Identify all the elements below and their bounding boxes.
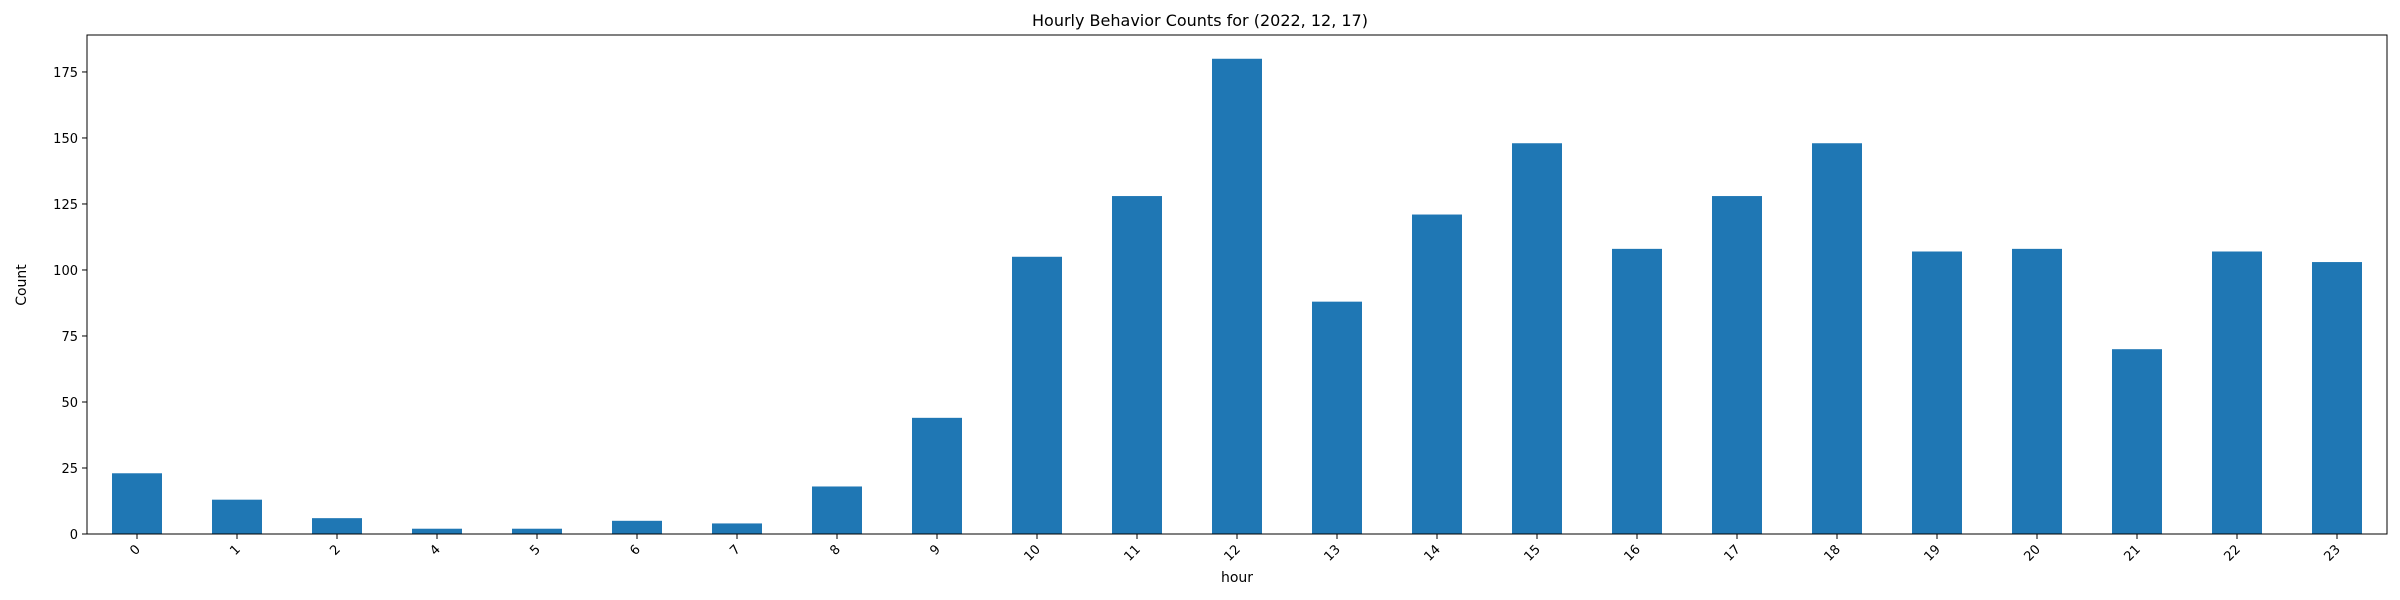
bar-hour-21 <box>2112 349 2162 534</box>
bar-hour-16 <box>1612 248 1662 535</box>
x-tick-label: 15 <box>1522 542 1544 564</box>
bar-hour-9 <box>912 417 962 534</box>
x-tick-label: 11 <box>1122 542 1144 564</box>
bar-hour-13 <box>1312 301 1362 534</box>
x-tick-label: 23 <box>2322 542 2344 564</box>
y-tick-label: 50 <box>61 396 78 411</box>
bar-hour-20 <box>2012 248 2062 535</box>
y-axis-ticks: 0 25 50 75 100 125 150 175 <box>53 66 87 543</box>
bar-hour-8 <box>812 486 862 534</box>
x-tick-label: 19 <box>1922 542 1944 564</box>
bar-hour-15 <box>1512 143 1562 534</box>
x-tick-label: 6 <box>627 542 643 558</box>
bar-hour-11 <box>1112 196 1162 535</box>
x-tick-label: 10 <box>1022 542 1044 564</box>
x-tick-label: 1 <box>227 542 243 558</box>
y-axis-label: Count <box>14 264 30 306</box>
bar-hour-23 <box>2312 262 2362 534</box>
x-tick-label: 13 <box>1322 542 1344 564</box>
x-tick-label: 12 <box>1222 542 1244 564</box>
x-tick-label: 9 <box>927 542 943 558</box>
x-axis-ticks: 0 1 2 4 5 6 7 8 9 10 11 12 13 14 15 16 17 18 19 20 21 22 23 <box>127 534 2344 565</box>
x-tick-label: 4 <box>427 542 443 558</box>
x-tick-label: 22 <box>2222 542 2244 564</box>
bar-hour-1 <box>212 499 262 534</box>
bar-hour-19 <box>1912 251 1962 534</box>
bar-hour-17 <box>1712 196 1762 535</box>
bar-hour-12 <box>1212 58 1262 534</box>
x-tick-label: 17 <box>1722 542 1744 564</box>
bar-hour-2 <box>312 518 362 534</box>
x-tick-label: 14 <box>1422 542 1444 564</box>
y-tick-label: 75 <box>61 330 78 345</box>
bar-hour-6 <box>612 520 662 534</box>
y-tick-label: 100 <box>53 264 78 279</box>
x-tick-label: 16 <box>1622 542 1644 564</box>
y-tick-label: 175 <box>53 66 78 81</box>
x-tick-label: 8 <box>827 542 843 558</box>
bar-hour-7 <box>712 523 762 534</box>
x-tick-label: 2 <box>327 542 343 558</box>
x-tick-label: 20 <box>2022 542 2044 564</box>
y-tick-label: 0 <box>70 528 78 543</box>
plot-frame <box>86 34 2388 535</box>
bars-group <box>112 58 2362 535</box>
x-tick-label: 5 <box>527 542 543 558</box>
x-tick-label: 0 <box>127 542 143 558</box>
y-tick-label: 150 <box>53 132 78 147</box>
bar-hour-18 <box>1812 143 1862 534</box>
bar-hour-0 <box>112 473 162 534</box>
x-tick-label: 7 <box>727 542 743 558</box>
chart-title: Hourly Behavior Counts for (2022, 12, 17… <box>1032 11 1368 30</box>
bar-hour-4 <box>412 528 462 534</box>
bar-hour-5 <box>512 528 562 534</box>
bar-hour-14 <box>1412 214 1462 534</box>
bar-hour-10 <box>1012 256 1062 534</box>
x-axis-label: hour <box>1221 570 1253 586</box>
y-tick-label: 25 <box>61 462 78 477</box>
y-tick-label: 125 <box>53 198 78 213</box>
x-tick-label: 18 <box>1822 542 1844 564</box>
x-tick-label: 21 <box>2122 542 2144 564</box>
bar-hour-22 <box>2212 251 2262 534</box>
